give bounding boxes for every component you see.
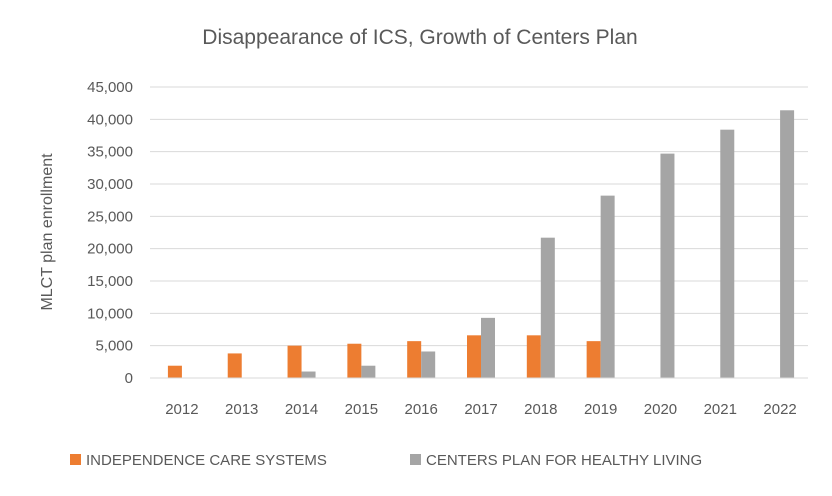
bar-centers-plan <box>481 317 495 378</box>
legend-swatch <box>70 454 81 465</box>
y-axis-label: MLCT plan enrollment <box>39 153 56 311</box>
bar-centers-plan <box>540 237 555 378</box>
bar-centers-plan <box>780 110 795 378</box>
y-tick-label: 25,000 <box>87 208 133 225</box>
bar-centers-plan <box>600 195 615 378</box>
bar-centers-plan <box>361 365 376 378</box>
x-tick-label: 2016 <box>404 401 437 418</box>
x-tick-label: 2014 <box>285 401 318 418</box>
chart-title: Disappearance of ICS, Growth of Centers … <box>202 26 637 49</box>
y-tick-label: 10,000 <box>87 305 133 322</box>
y-tick-labels: 0 5,000 10,000 15,000 20,000 25,000 30,000 35,0… <box>87 79 133 387</box>
bar-ics <box>526 335 541 378</box>
bar-centers-plan <box>720 129 735 378</box>
x-tick-label: 2021 <box>704 401 737 418</box>
legend-label: INDEPENDENCE CARE SYSTEMS <box>86 452 327 469</box>
legend-label: CENTERS PLAN FOR HEALTHY LIVING <box>426 452 702 469</box>
x-tick-label: 2022 <box>763 401 796 418</box>
x-tick-label: 2018 <box>524 401 557 418</box>
bar-ics <box>167 365 182 378</box>
y-tick-label: 20,000 <box>87 241 133 258</box>
gridlines <box>150 86 808 347</box>
y-tick-label: 5,000 <box>95 338 133 355</box>
bar-ics <box>467 335 481 378</box>
bar-centers-plan <box>421 351 436 378</box>
x-tick-label: 2020 <box>644 401 677 418</box>
bar-ics <box>227 353 242 378</box>
y-tick-label: 35,000 <box>87 144 133 161</box>
x-tick-label: 2013 <box>225 401 258 418</box>
bar-ics <box>287 345 302 378</box>
legend-swatch <box>410 454 421 465</box>
y-tick-label: 45,000 <box>87 79 133 96</box>
bar-ics <box>407 341 422 378</box>
x-tick-label: 2019 <box>584 401 617 418</box>
x-tick-label: 2017 <box>464 401 497 418</box>
legend: INDEPENDENCE CARE SYSTEMS CENTERS PLAN FO… <box>70 452 702 469</box>
y-tick-label: 0 <box>125 370 133 387</box>
y-tick-label: 15,000 <box>87 273 133 290</box>
bar-ics <box>347 343 362 378</box>
x-tick-labels: 2012 2013 2014 2015 2016 2017 2018 2019 2020 2021… <box>165 401 797 418</box>
bars <box>167 110 795 378</box>
bar-centers-plan <box>301 371 316 378</box>
bar-centers-plan <box>660 153 675 378</box>
x-tick-label: 2012 <box>165 401 198 418</box>
bar-ics <box>586 341 601 378</box>
y-tick-label: 30,000 <box>87 176 133 193</box>
y-tick-label: 40,000 <box>87 111 133 128</box>
x-tick-label: 2015 <box>345 401 378 418</box>
